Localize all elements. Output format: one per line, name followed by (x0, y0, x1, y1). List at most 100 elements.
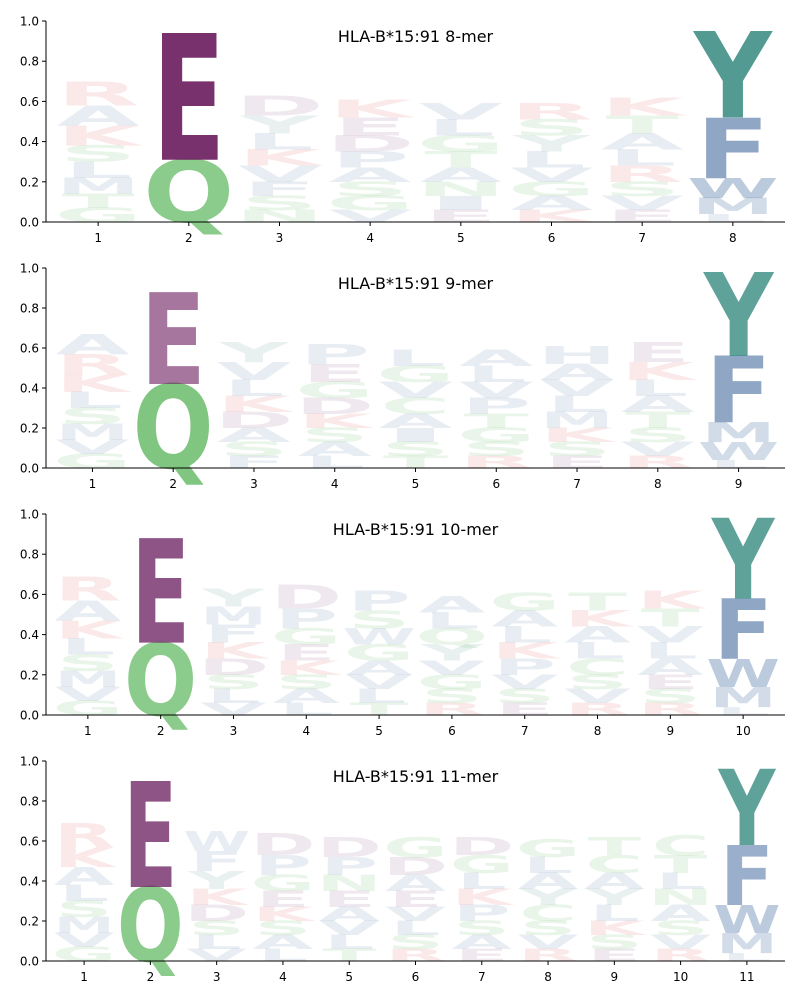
logo-letter-F: F (204, 620, 263, 649)
logo-letter-A: A (510, 192, 594, 215)
logo-letter-G: G (295, 378, 374, 403)
logo-letter-L: L (245, 129, 313, 155)
logo-letter-W: W (713, 898, 780, 943)
y-tick-label: 0.6 (20, 95, 39, 109)
logo-letter-N: N (235, 207, 325, 226)
logo-letter-M: M (56, 420, 130, 446)
logo-letter-F: F (706, 338, 771, 443)
logo-letter-A: A (273, 685, 341, 708)
x-tick-label: 4 (302, 724, 310, 738)
logo-letter-E: E (302, 359, 367, 388)
logo-letter-R: R (54, 817, 114, 855)
logo-letter-N: N (316, 871, 382, 897)
logo-letter-Y: Y (239, 111, 320, 140)
logo-letter-L: L (589, 901, 639, 927)
logo-letter-R: R (518, 946, 578, 965)
logo-letter-E: E (625, 337, 690, 369)
logo-letter-K: K (564, 606, 634, 632)
logo-panel-4: GVMSLAKRQEVLSDKYFWLASKEGPDTLVAENPDRSLVEA… (20, 748, 785, 986)
logo-letter-L: L (385, 346, 446, 371)
x-tick-label: 9 (611, 970, 619, 984)
logo-letter-K: K (621, 357, 699, 386)
y-tick-label: 1.0 (20, 508, 39, 522)
logo-letter-C: C (519, 901, 577, 927)
x-tick-label: 4 (366, 231, 374, 245)
x-tick-label: 2 (147, 970, 155, 984)
x-tick-label: 10 (673, 970, 688, 984)
logo-letter-S: S (586, 932, 643, 954)
logo-letter-V: V (601, 192, 685, 215)
logo-letter-L: L (304, 453, 365, 472)
logo-letter-S: S (513, 115, 590, 141)
y-tick-label: 0.0 (20, 709, 39, 723)
x-tick-label: 1 (94, 231, 102, 245)
logo-letter-R: R (385, 946, 445, 965)
logo-letter-V: V (346, 671, 414, 694)
y-tick-label: 0.2 (20, 422, 39, 436)
logo-letter-C: C (652, 829, 710, 861)
logo-letter-R: R (56, 349, 130, 381)
x-tick-label: 6 (492, 477, 500, 491)
logo-letter-L: L (324, 932, 374, 954)
x-tick-label: 10 (735, 724, 750, 738)
logo-letter-Q: Q (415, 624, 488, 650)
logo-letter-A: A (253, 932, 314, 954)
logo-letter-A: A (54, 862, 115, 891)
logo-letter-K: K (329, 95, 416, 124)
logo-letter-A: A (650, 901, 711, 927)
logo-letter-F: F (243, 178, 316, 201)
logo-letter-K: K (54, 841, 118, 873)
logo-letter-K: K (637, 585, 708, 614)
logo-letter-K: K (217, 392, 294, 417)
logo-letter-Y: Y (718, 748, 777, 870)
logo-letter-E: E (322, 887, 376, 913)
logo-letter-M: M (710, 682, 777, 714)
logo-letter-K: K (200, 638, 270, 664)
logo-letter-L: L (279, 700, 334, 719)
logo-letter-A: A (217, 424, 292, 446)
logo-letter-D: D (326, 131, 415, 157)
y-tick-label: 0.0 (20, 462, 39, 476)
logo-letter-L: L (424, 608, 479, 634)
logo-letter-V: V (650, 932, 711, 954)
panel-title: HLA-B*15:91 8-mer (338, 27, 494, 46)
x-tick-label: 5 (457, 231, 465, 245)
y-tick-label: 0.0 (20, 955, 39, 969)
logo-letter-P: P (453, 901, 511, 927)
logo-letter-L: L (352, 685, 407, 708)
logo-letter-R: R (459, 453, 533, 472)
logo-letter-M: M (54, 913, 115, 938)
panel-title: HLA-B*15:91 10-mer (333, 520, 499, 539)
panel-title: HLA-B*15:91 11-mer (333, 767, 499, 786)
x-tick-label: 6 (548, 231, 556, 245)
logo-letter-A: A (621, 392, 695, 417)
y-tick-label: 0.6 (20, 588, 39, 602)
logo-letter-V: V (419, 657, 487, 680)
x-tick-label: 3 (276, 231, 284, 245)
logo-letter-E: E (256, 887, 310, 913)
logo-letter-E: E (389, 887, 443, 913)
logo-letter-G: G (52, 697, 123, 720)
logo-letter-S: S (241, 192, 318, 215)
logo-letter-L: L (64, 158, 132, 184)
logo-letter-E: E (141, 268, 206, 415)
logo-panel-3: GVMSLKARQEVLSDKFMYLASKEGPDTLVAGWSPRSGVYQ… (20, 497, 785, 738)
logo-column-2: QE (124, 509, 197, 738)
logo-letter-A: A (419, 164, 503, 187)
logo-letter-G: G (53, 450, 132, 472)
logo-letter-E: E (495, 700, 554, 719)
logo-letter-P: P (461, 394, 531, 419)
logo-letter-L: L (206, 685, 261, 708)
logo-letter-V: V (217, 357, 291, 386)
y-tick-label: 0.8 (20, 548, 39, 562)
logo-letter-K: K (298, 410, 376, 432)
logo-letter-K: K (540, 424, 618, 446)
y-tick-label: 0.2 (20, 175, 39, 189)
